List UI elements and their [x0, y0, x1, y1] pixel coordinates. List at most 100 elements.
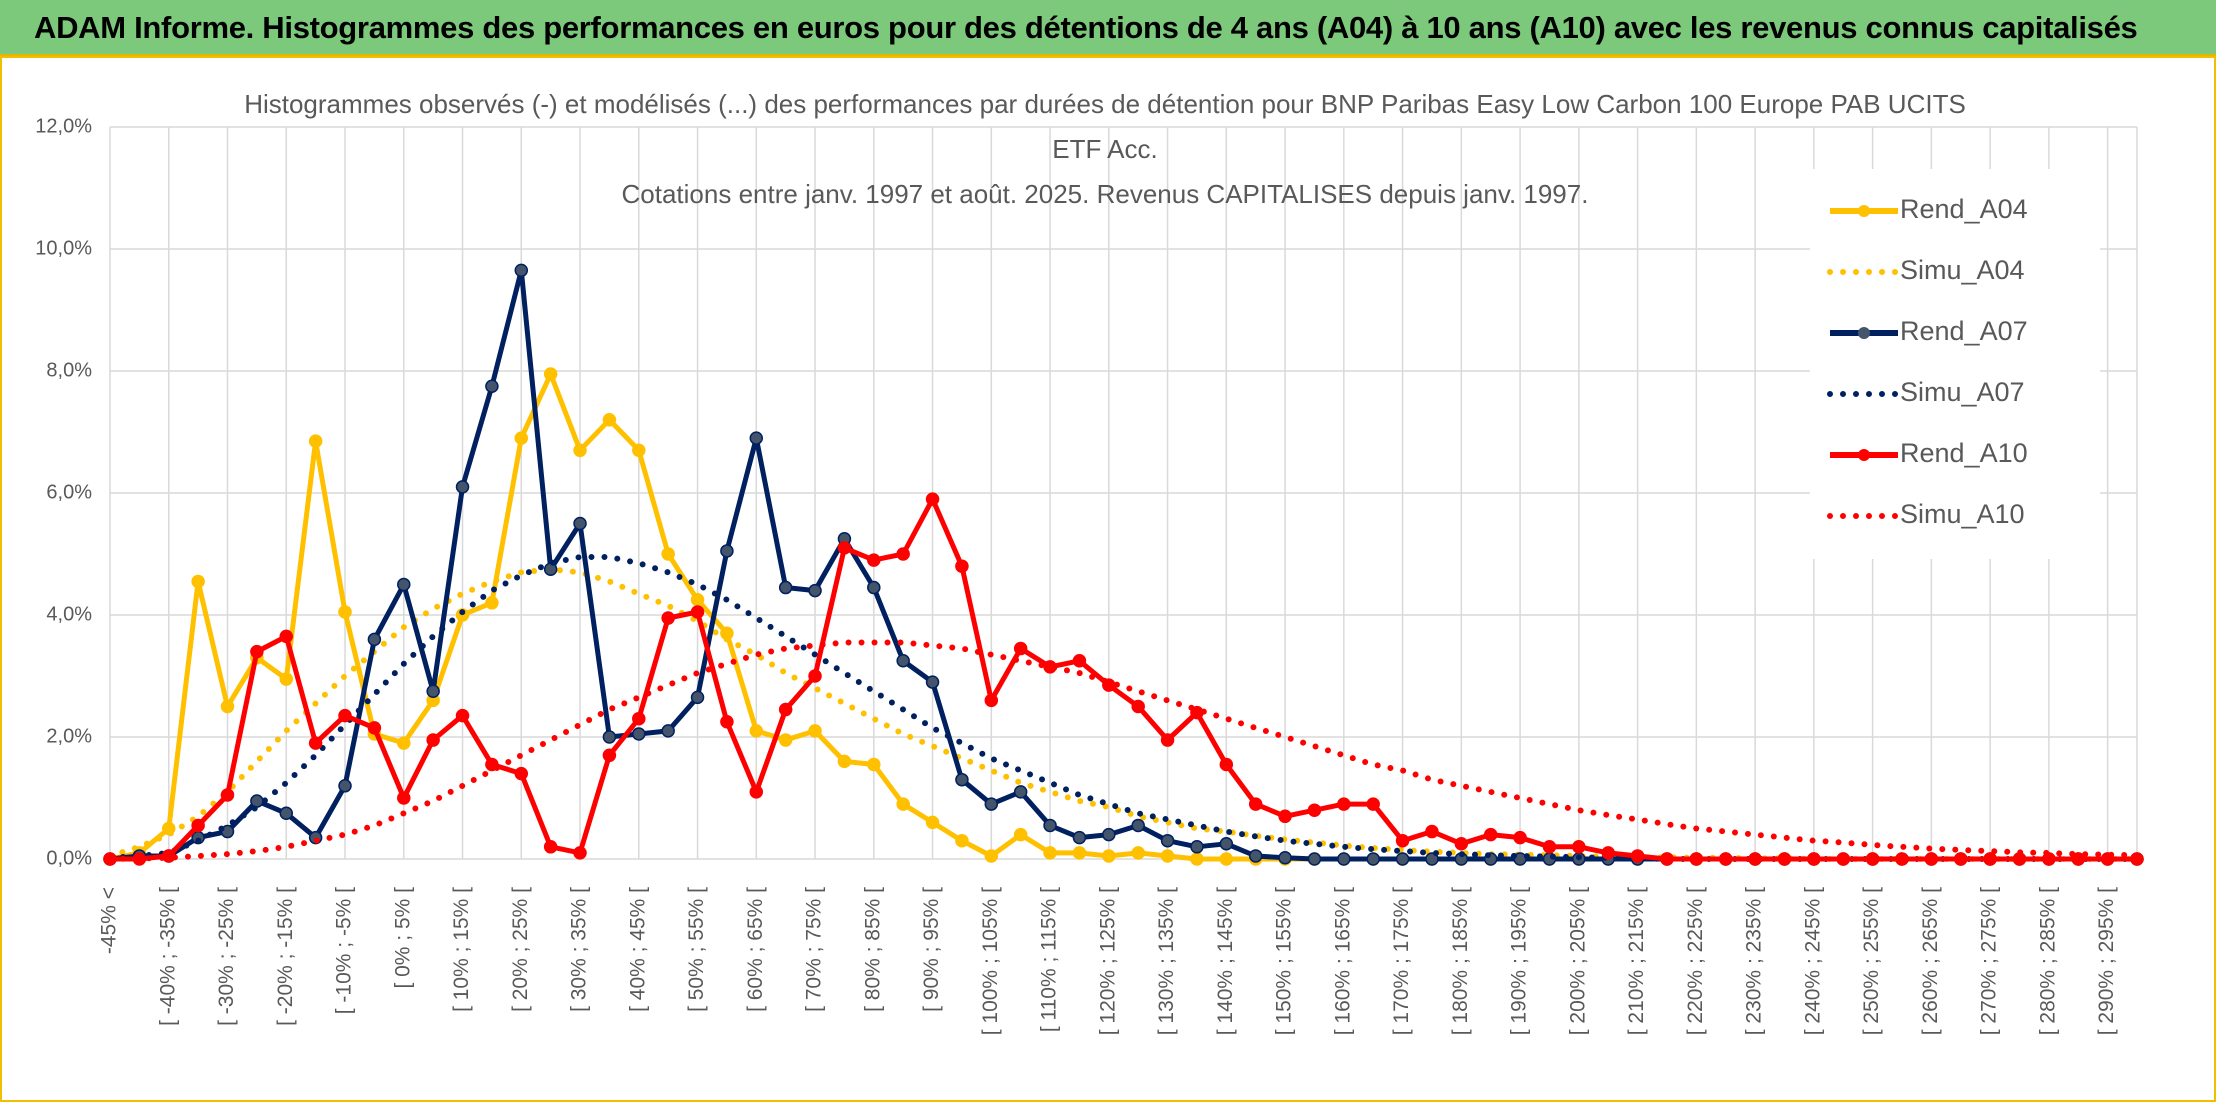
- x-tick-label: [ 160% ; 165% [: [1331, 887, 1354, 1035]
- data-point: [485, 596, 499, 610]
- data-point: [1102, 849, 1116, 863]
- data-point: [1190, 852, 1204, 866]
- data-point: [1865, 852, 1880, 866]
- data-point: [1131, 846, 1145, 860]
- data-point: [514, 766, 529, 781]
- series-line: [107, 639, 2140, 862]
- data-point: [602, 413, 617, 427]
- data-point: [720, 544, 734, 558]
- data-point: [1924, 852, 1939, 866]
- x-tick-label: [ -20% ; -15% [: [274, 887, 297, 1026]
- data-point: [896, 654, 910, 668]
- legend-label: Rend_A10: [1900, 438, 2028, 468]
- data-point: [808, 583, 822, 598]
- data-point: [1013, 641, 1028, 656]
- data-point: [426, 684, 440, 698]
- x-tick-label: [ 90% ; 95% [: [920, 887, 943, 1012]
- data-point: [1366, 797, 1380, 811]
- data-point: [543, 367, 558, 381]
- legend-label: Simu_A10: [1900, 499, 2025, 529]
- data-point: [602, 748, 617, 763]
- x-tick-label: [ 60% ; 65% [: [744, 887, 767, 1012]
- data-point: [1102, 827, 1116, 842]
- legend-box: [1810, 169, 2100, 559]
- x-tick-label: [ 290% ; 295% [: [2095, 887, 2118, 1035]
- data-point: [1190, 840, 1204, 854]
- legend-marker: [1858, 327, 1870, 339]
- header: ADAM Informe. Histogrammes des performan…: [0, 0, 2216, 56]
- x-tick-label: [ 100% ; 105% [: [979, 887, 1002, 1035]
- data-point: [661, 611, 675, 625]
- data-point: [1807, 852, 1821, 866]
- data-point: [778, 580, 793, 595]
- legend-label: Rend_A07: [1900, 316, 2028, 346]
- data-point: [984, 797, 999, 811]
- x-tick-label: [ -40% ; -35% [: [156, 887, 179, 1026]
- x-tick-label: [ 230% ; 235% [: [1743, 887, 1766, 1035]
- x-tick-label: [ 220% ; 225% [: [1684, 887, 1707, 1035]
- y-tick-label: 2,0%: [46, 725, 92, 747]
- data-point: [1718, 852, 1733, 866]
- data-point: [1278, 851, 1292, 865]
- data-point: [455, 480, 470, 494]
- data-point: [749, 785, 764, 799]
- legend-label: Simu_A07: [1900, 377, 2025, 407]
- x-tick-label: [ 140% ; 145% [: [1214, 887, 1237, 1035]
- x-tick-label: [ 30% ; 35% [: [568, 887, 591, 1012]
- data-point: [984, 693, 999, 708]
- data-point: [1689, 852, 1704, 866]
- data-point: [925, 492, 940, 506]
- x-tick-label: [ 20% ; 25% [: [509, 887, 532, 1012]
- data-point: [426, 733, 440, 747]
- data-point: [1219, 837, 1234, 851]
- x-tick-label: [ 70% ; 75% [: [803, 887, 826, 1012]
- data-point: [720, 715, 734, 729]
- data-point: [191, 818, 205, 833]
- chart-title: ETF Acc.: [1052, 134, 1157, 164]
- data-point: [955, 833, 969, 848]
- chart: 0,0% 2,0% 4,0% 6,0% 8,0% 10,0% 12,0% Histogramm…: [0, 56, 2216, 1102]
- data-point: [867, 580, 881, 595]
- data-point: [367, 721, 382, 735]
- data-point: [573, 516, 587, 531]
- header-title: ADAM Informe. Histogrammes des performan…: [34, 10, 2138, 45]
- data-point: [191, 574, 205, 589]
- x-tick-label: [ 130% ; 135% [: [1155, 887, 1178, 1035]
- x-tick-label: [ 240% ; 245% [: [1801, 887, 1824, 1035]
- data-point: [1043, 846, 1057, 860]
- data-point: [837, 541, 852, 555]
- y-tick-label: 4,0%: [46, 603, 92, 625]
- data-point: [1072, 654, 1087, 668]
- data-point: [573, 846, 587, 860]
- x-tick-label: [ 170% ; 175% [: [1390, 887, 1413, 1035]
- data-point: [308, 434, 323, 448]
- data-point: [308, 736, 323, 750]
- data-point: [1131, 699, 1145, 714]
- data-point: [543, 840, 558, 854]
- data-point: [573, 443, 587, 458]
- data-point: [749, 431, 764, 445]
- data-point: [397, 791, 411, 805]
- data-point: [397, 736, 411, 750]
- x-tick-label: [ 40% ; 45% [: [626, 887, 649, 1012]
- data-point: [279, 672, 294, 686]
- data-point: [1337, 852, 1351, 866]
- data-point: [514, 431, 529, 445]
- data-point: [1483, 827, 1498, 842]
- data-point: [1160, 833, 1175, 848]
- y-tick-label: 0,0%: [46, 847, 92, 869]
- data-point: [1895, 852, 1909, 866]
- data-point: [2130, 852, 2144, 866]
- chart-title: Cotations entre janv. 1997 et août. 2025…: [622, 179, 1589, 209]
- data-point: [1425, 852, 1439, 866]
- y-tick-label: 6,0%: [46, 481, 92, 503]
- data-point: [1777, 852, 1792, 866]
- data-point: [896, 547, 910, 561]
- x-tick-label: [ 260% ; 265% [: [1919, 887, 1942, 1035]
- data-point: [250, 644, 264, 659]
- data-point: [632, 727, 646, 741]
- data-point: [1160, 849, 1175, 863]
- data-point: [661, 724, 675, 738]
- data-point: [279, 806, 294, 820]
